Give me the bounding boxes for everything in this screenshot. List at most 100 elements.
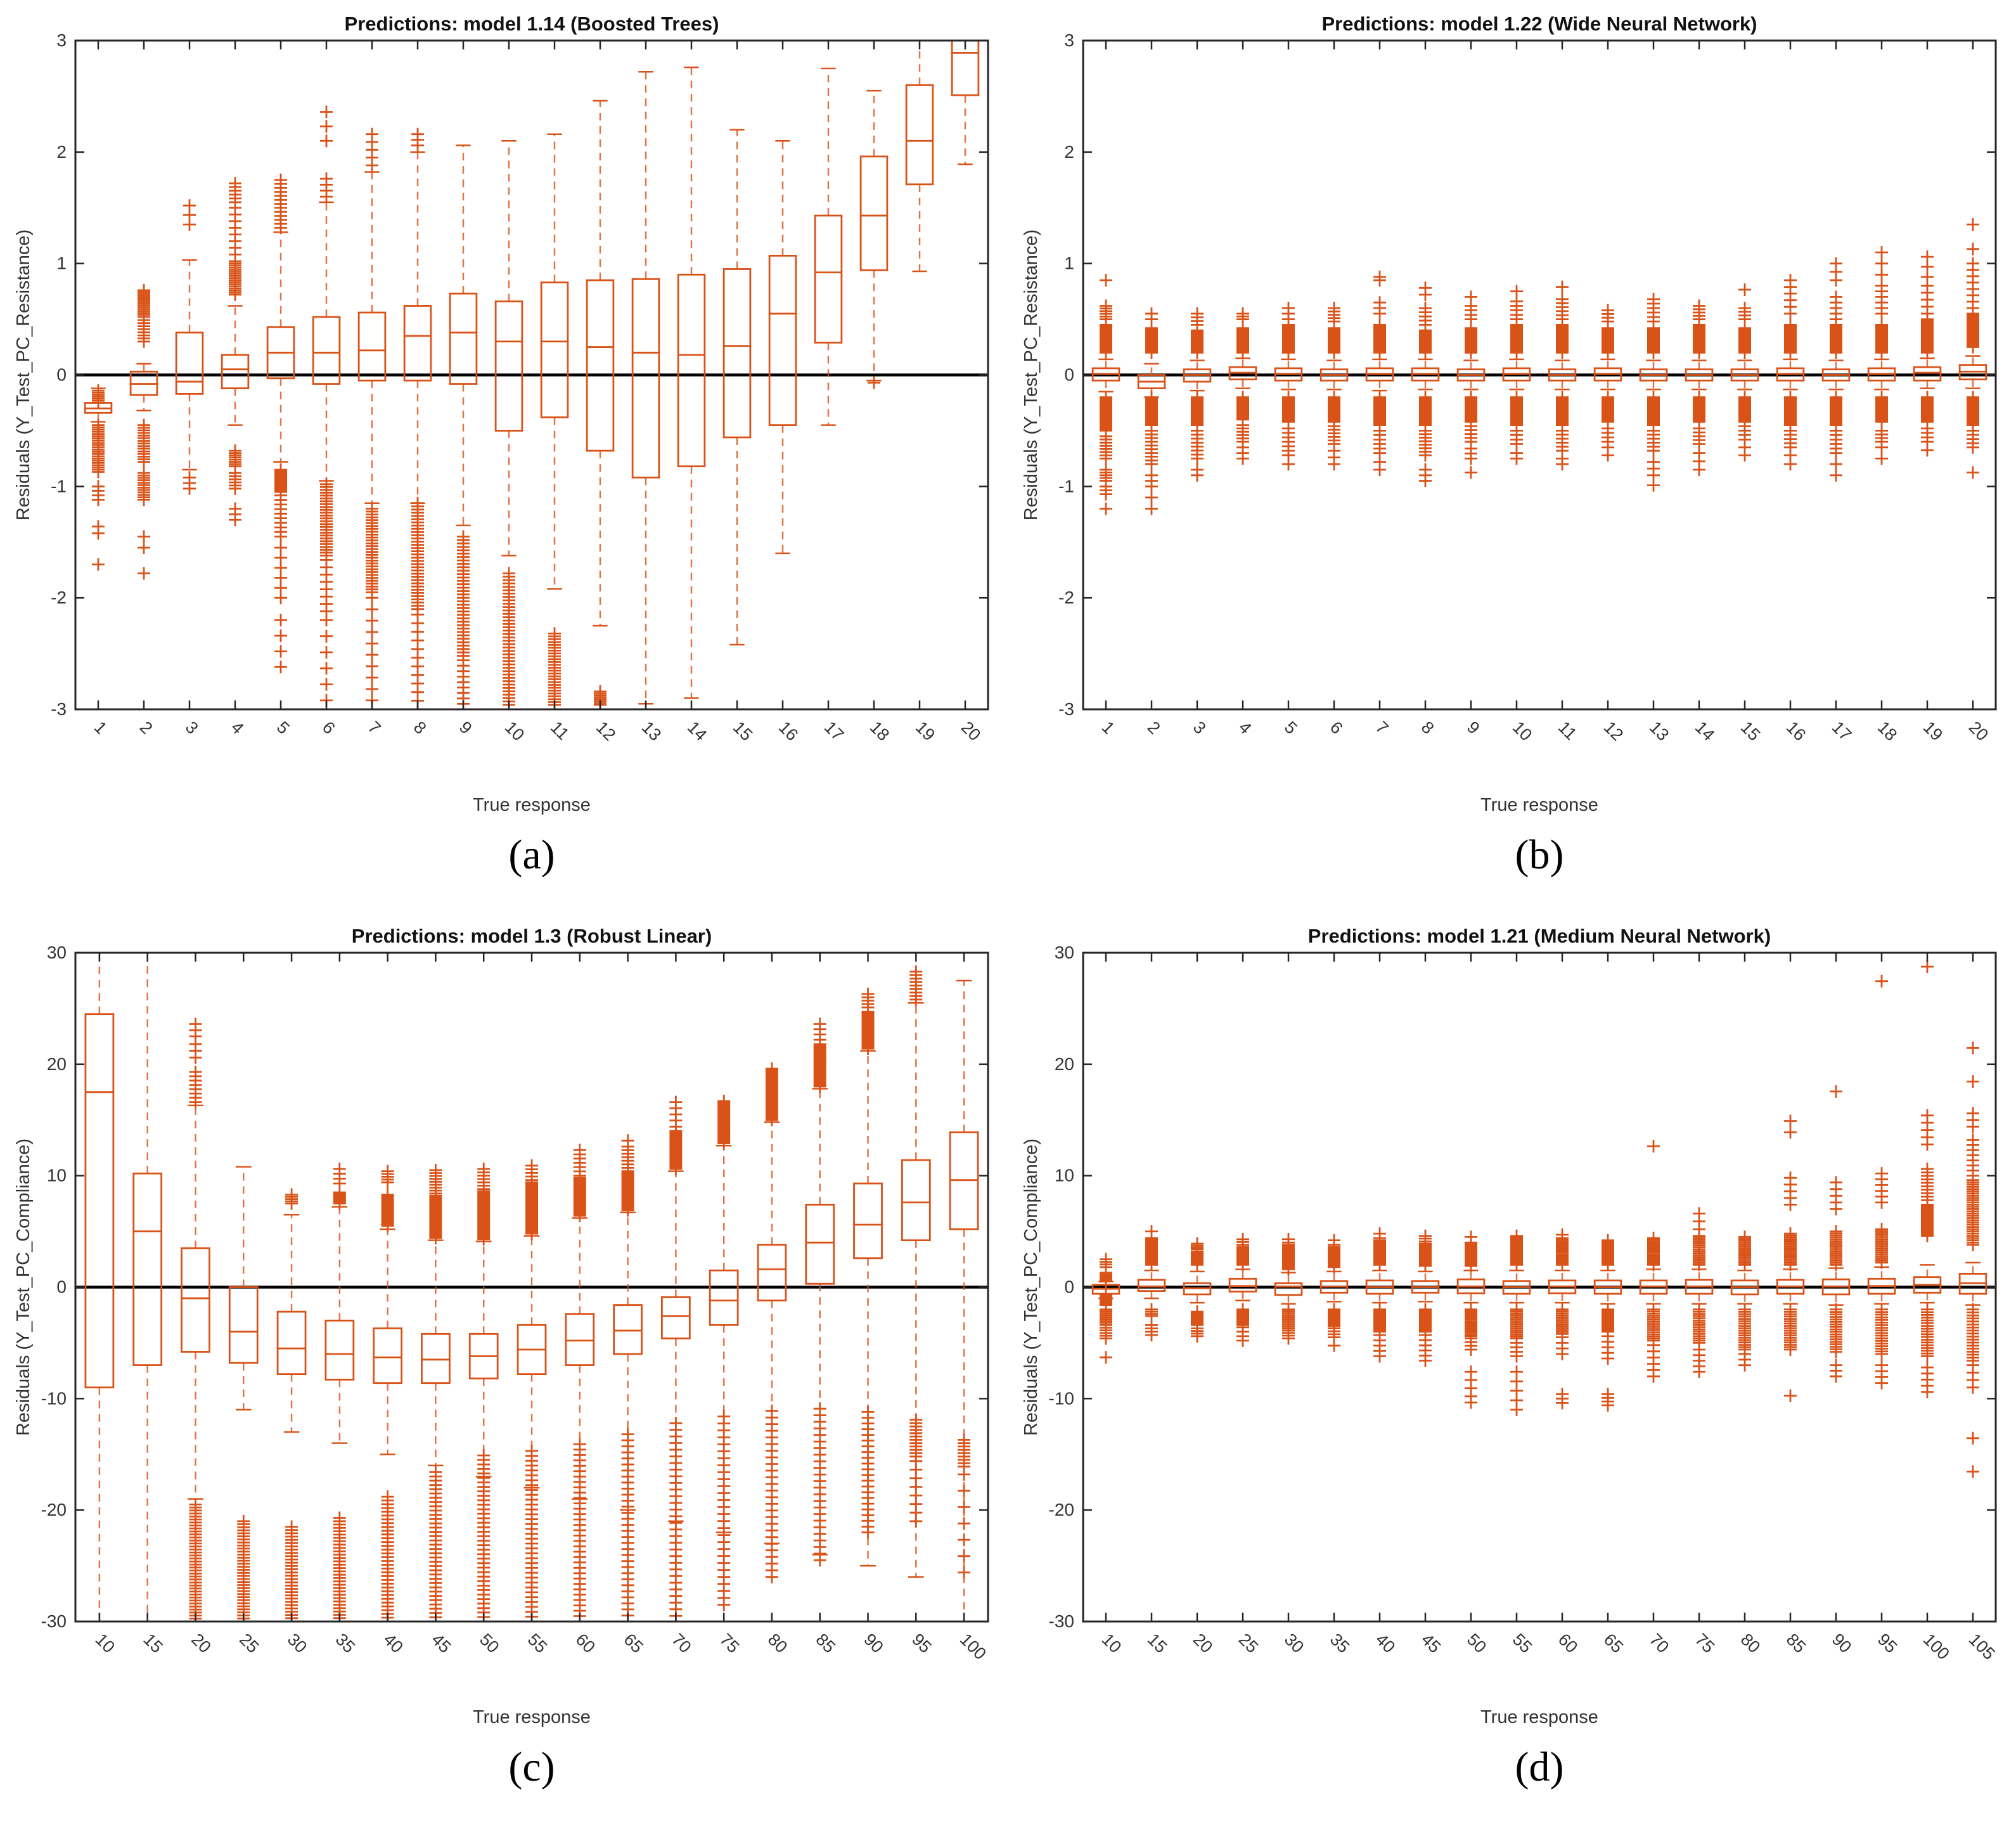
- svg-text:10: 10: [501, 718, 528, 744]
- box-column: [132, 1172, 163, 1366]
- svg-text:16: 16: [1783, 718, 1809, 744]
- svg-text:20: 20: [188, 1630, 214, 1656]
- svg-text:60: 60: [1555, 1630, 1581, 1656]
- box-column: [757, 1244, 787, 1301]
- y-axis-label: Residuals (Y_Test_PC_Compliance): [13, 1138, 34, 1436]
- box-column: [1593, 1279, 1622, 1295]
- box-column: [660, 1296, 691, 1339]
- svg-text:45: 45: [1418, 1630, 1444, 1656]
- box-column: [1867, 1277, 1896, 1295]
- svg-text:6: 6: [1326, 718, 1347, 738]
- svg-text:-1: -1: [51, 476, 67, 496]
- box-column: [853, 1182, 883, 1260]
- svg-text:-2: -2: [1058, 588, 1074, 607]
- box-column: [1228, 366, 1257, 380]
- panel-b: 3 2 1 0 -1 -2 -3 1 2 3 4 5 6 7 8 9 10 11 12 13 14 15 16 17 18 19 2…: [1008, 0, 2016, 912]
- box-column: [1821, 1278, 1851, 1296]
- box-column: [1867, 367, 1896, 382]
- box-column: [1411, 1280, 1440, 1294]
- box-column: [805, 1203, 835, 1285]
- box-column: [1593, 367, 1622, 382]
- svg-text:30: 30: [1281, 1630, 1307, 1656]
- outlier-markers: [92, 105, 880, 710]
- box-column: [324, 1319, 355, 1381]
- box-column: [1913, 366, 1942, 382]
- box-column: [1639, 368, 1668, 382]
- box-column: [449, 292, 478, 385]
- svg-text:10: 10: [47, 1166, 67, 1185]
- svg-text:95: 95: [908, 1630, 935, 1656]
- box-column: [722, 268, 752, 439]
- panel-caption-c: (c): [508, 1744, 555, 1790]
- svg-text:100: 100: [956, 1630, 990, 1663]
- svg-text:4: 4: [1235, 718, 1255, 738]
- box-column: [129, 370, 158, 396]
- box-column: [1730, 1279, 1759, 1296]
- svg-text:80: 80: [764, 1630, 791, 1656]
- x-axis-label: True response: [1480, 1707, 1598, 1727]
- svg-text:20: 20: [1190, 1630, 1216, 1656]
- box-column: [1821, 368, 1851, 382]
- svg-text:10: 10: [1509, 718, 1536, 744]
- svg-text:25: 25: [236, 1630, 262, 1656]
- svg-text:19: 19: [1920, 718, 1946, 744]
- box-column: [1137, 374, 1166, 390]
- svg-text:4: 4: [228, 718, 248, 738]
- box-column: [613, 1304, 643, 1355]
- svg-text:9: 9: [1463, 718, 1484, 738]
- outlier-markers: [189, 965, 971, 1622]
- box-column: [1502, 1280, 1531, 1295]
- box-column: [1183, 368, 1212, 383]
- svg-text:0: 0: [1064, 365, 1074, 385]
- svg-text:20: 20: [47, 1054, 67, 1074]
- x-axis: [1105, 953, 1974, 1622]
- x-axis-label: True response: [473, 795, 591, 815]
- svg-text:5: 5: [1281, 718, 1301, 738]
- svg-text:40: 40: [1372, 1630, 1399, 1656]
- svg-text:17: 17: [1828, 718, 1855, 744]
- box-column: [1958, 1273, 1987, 1295]
- svg-text:55: 55: [1509, 1630, 1536, 1656]
- svg-text:2: 2: [1144, 718, 1164, 738]
- svg-text:85: 85: [1783, 1630, 1809, 1656]
- box-column: [949, 1131, 979, 1230]
- svg-text:-30: -30: [1049, 1611, 1074, 1631]
- chart-title: Predictions: model 1.22 (Wide Neural Net…: [1321, 13, 1757, 35]
- svg-text:1: 1: [91, 718, 111, 738]
- box-column: [905, 84, 934, 186]
- box-column: [901, 1159, 931, 1242]
- box-column: [175, 332, 204, 395]
- svg-text:15: 15: [139, 1630, 166, 1656]
- box-columns: [1091, 355, 1987, 398]
- box-column: [677, 273, 706, 468]
- y-axis: [75, 951, 988, 1623]
- box-column: [373, 1327, 403, 1384]
- svg-text:95: 95: [1874, 1630, 1901, 1656]
- box-column: [276, 1310, 307, 1376]
- box-column: [1639, 1279, 1668, 1295]
- svg-text:13: 13: [1646, 718, 1673, 744]
- svg-text:35: 35: [1326, 1630, 1353, 1656]
- panel-c: 30 20 10 0 -10 -20 -30 10 15 20 25 30 35 40 45 50 55 60 65…: [0, 912, 1008, 1825]
- svg-text:14: 14: [684, 718, 710, 744]
- svg-text:7: 7: [1372, 718, 1392, 738]
- box-column: [221, 354, 250, 389]
- svg-text:60: 60: [572, 1630, 599, 1656]
- svg-text:11: 11: [1555, 718, 1581, 744]
- panel-a: 3 2 1 0 -1 -2 -3 1 2 3 4 5 6 7 8 9 10 11 12 13 14 15 16 17 18 19 2…: [0, 0, 1008, 912]
- svg-text:-2: -2: [51, 588, 67, 607]
- svg-text:13: 13: [638, 718, 665, 744]
- box-column: [1456, 1278, 1486, 1294]
- svg-text:30: 30: [47, 943, 67, 962]
- box-column: [709, 1269, 739, 1326]
- box-column: [403, 305, 432, 382]
- svg-text:2: 2: [56, 142, 67, 162]
- svg-text:25: 25: [1235, 1630, 1262, 1656]
- svg-text:10: 10: [1055, 1166, 1074, 1185]
